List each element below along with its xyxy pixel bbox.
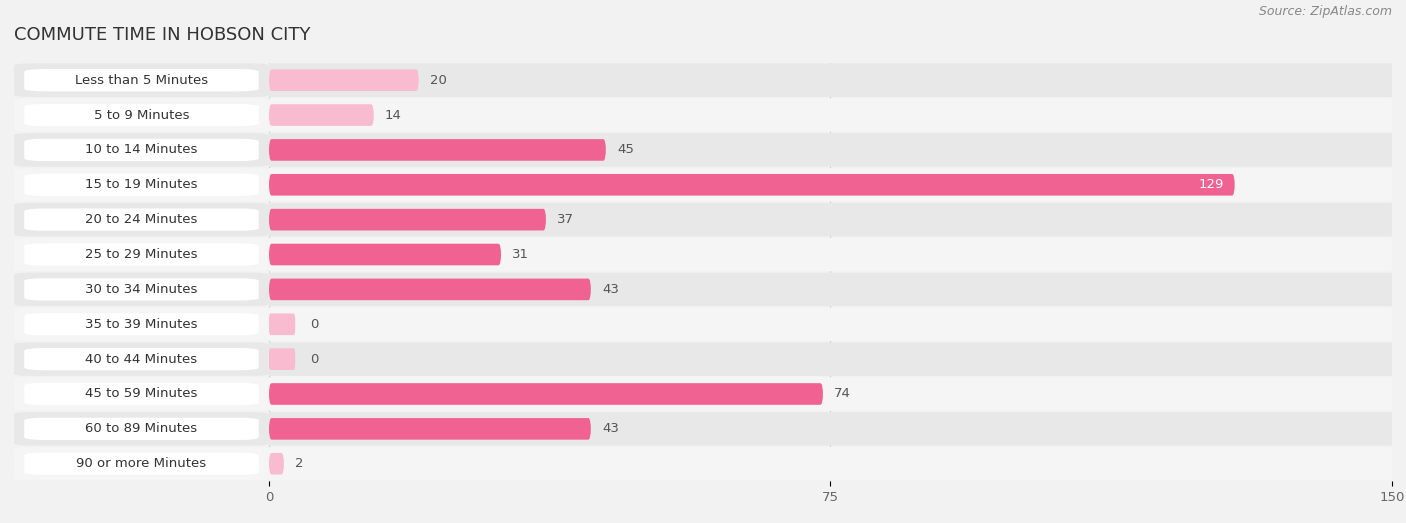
FancyBboxPatch shape [24,278,259,301]
FancyBboxPatch shape [24,104,259,126]
FancyBboxPatch shape [269,418,591,440]
Text: 43: 43 [602,283,619,296]
FancyBboxPatch shape [269,244,501,265]
Text: 14: 14 [385,109,402,121]
Text: 10 to 14 Minutes: 10 to 14 Minutes [86,143,198,156]
FancyBboxPatch shape [269,313,295,335]
FancyBboxPatch shape [269,203,1392,236]
FancyBboxPatch shape [14,63,269,97]
FancyBboxPatch shape [269,453,284,474]
FancyBboxPatch shape [14,272,269,306]
FancyBboxPatch shape [14,203,269,236]
FancyBboxPatch shape [269,348,295,370]
Text: 5 to 9 Minutes: 5 to 9 Minutes [94,109,190,121]
FancyBboxPatch shape [269,63,1392,97]
FancyBboxPatch shape [269,272,1392,306]
Text: 129: 129 [1198,178,1223,191]
Text: 25 to 29 Minutes: 25 to 29 Minutes [86,248,198,261]
Text: 30 to 34 Minutes: 30 to 34 Minutes [86,283,198,296]
FancyBboxPatch shape [24,383,259,405]
Text: 40 to 44 Minutes: 40 to 44 Minutes [86,353,198,366]
Text: 74: 74 [834,388,851,401]
FancyBboxPatch shape [269,377,1392,411]
FancyBboxPatch shape [269,209,546,231]
Text: 20: 20 [430,74,447,87]
FancyBboxPatch shape [269,168,1392,201]
FancyBboxPatch shape [269,343,1392,376]
FancyBboxPatch shape [269,133,1392,167]
FancyBboxPatch shape [24,209,259,231]
FancyBboxPatch shape [14,308,269,341]
Text: Less than 5 Minutes: Less than 5 Minutes [75,74,208,87]
FancyBboxPatch shape [269,174,1234,196]
FancyBboxPatch shape [14,98,269,132]
FancyBboxPatch shape [269,70,419,91]
Text: 2: 2 [295,457,304,470]
Text: COMMUTE TIME IN HOBSON CITY: COMMUTE TIME IN HOBSON CITY [14,26,311,44]
Text: 43: 43 [602,423,619,435]
Text: 35 to 39 Minutes: 35 to 39 Minutes [86,318,198,331]
FancyBboxPatch shape [269,238,1392,271]
Text: 90 or more Minutes: 90 or more Minutes [76,457,207,470]
FancyBboxPatch shape [269,139,606,161]
Text: 60 to 89 Minutes: 60 to 89 Minutes [86,423,198,435]
FancyBboxPatch shape [14,133,269,167]
FancyBboxPatch shape [14,168,269,201]
FancyBboxPatch shape [24,452,259,475]
FancyBboxPatch shape [269,104,374,126]
FancyBboxPatch shape [269,383,823,405]
FancyBboxPatch shape [14,447,269,481]
FancyBboxPatch shape [24,418,259,440]
FancyBboxPatch shape [24,348,259,370]
FancyBboxPatch shape [269,412,1392,446]
Text: 31: 31 [512,248,529,261]
Text: 37: 37 [557,213,574,226]
Text: Source: ZipAtlas.com: Source: ZipAtlas.com [1258,5,1392,18]
FancyBboxPatch shape [14,238,269,271]
FancyBboxPatch shape [24,174,259,196]
Text: 20 to 24 Minutes: 20 to 24 Minutes [86,213,198,226]
FancyBboxPatch shape [24,243,259,266]
Text: 15 to 19 Minutes: 15 to 19 Minutes [86,178,198,191]
FancyBboxPatch shape [14,343,269,376]
FancyBboxPatch shape [269,98,1392,132]
FancyBboxPatch shape [24,313,259,335]
FancyBboxPatch shape [24,69,259,92]
Text: 0: 0 [311,318,319,331]
FancyBboxPatch shape [24,139,259,161]
FancyBboxPatch shape [269,279,591,300]
FancyBboxPatch shape [14,377,269,411]
Text: 45: 45 [617,143,634,156]
FancyBboxPatch shape [269,447,1392,481]
Text: 45 to 59 Minutes: 45 to 59 Minutes [86,388,198,401]
FancyBboxPatch shape [14,412,269,446]
FancyBboxPatch shape [269,308,1392,341]
Text: 0: 0 [311,353,319,366]
